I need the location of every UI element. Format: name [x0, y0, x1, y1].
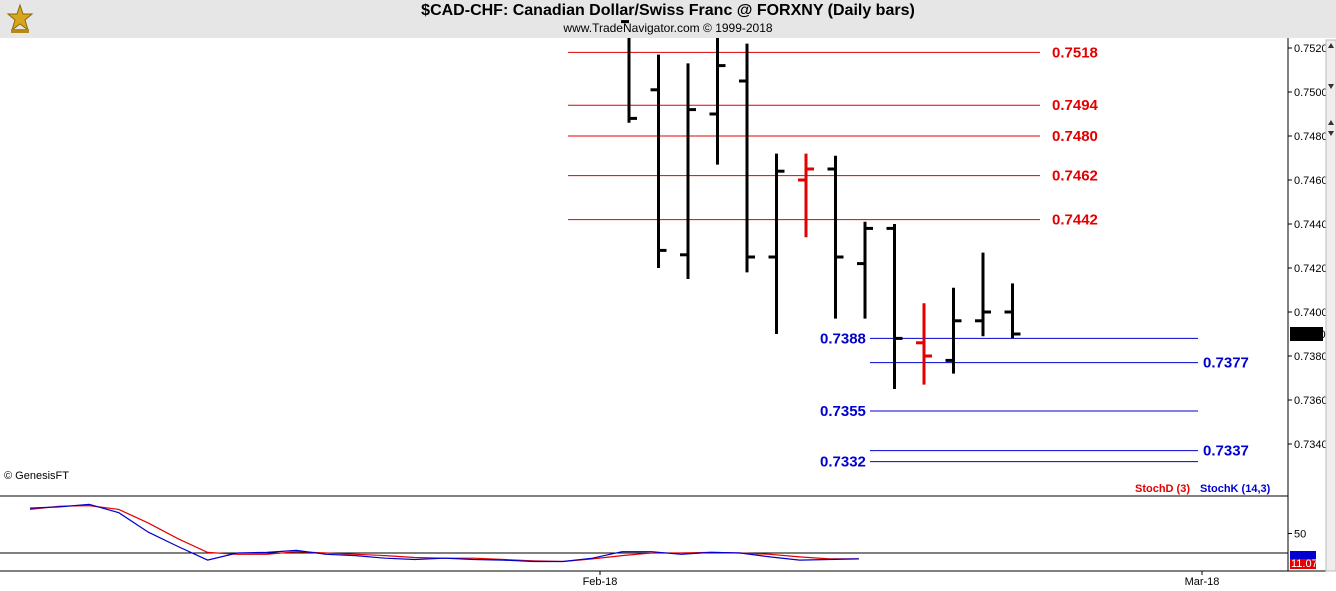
- ohlc-bar: [798, 153, 814, 238]
- resistance-label: 0.7442: [1052, 212, 1098, 229]
- resistance-label: 0.7480: [1052, 128, 1098, 145]
- stoch-tick-label: 50: [1294, 529, 1306, 541]
- price-axis-scrollbar[interactable]: [1325, 39, 1336, 572]
- price-tick-label: 0.7420: [1294, 263, 1328, 275]
- support-label: 0.7355: [820, 403, 866, 420]
- resistance-label: 0.7462: [1052, 168, 1098, 185]
- price-tick-label: 0.7360: [1294, 395, 1328, 407]
- chart-header: [0, 0, 1336, 38]
- stoch-d-value-badge: [1290, 559, 1316, 569]
- last-price-badge: [1290, 327, 1323, 341]
- scroll-up-arrow-icon: [1328, 43, 1334, 48]
- ohlc-bar: [975, 252, 991, 337]
- resistance-label: 0.7518: [1052, 44, 1098, 61]
- ohlc-bar: [886, 224, 903, 389]
- price-tick-label: 0.7340: [1294, 439, 1328, 451]
- ohlc-bar: [857, 221, 873, 319]
- support-label: 0.7337: [1203, 443, 1249, 460]
- scroll-down-arrow-icon: [1328, 131, 1334, 136]
- price-tick-label: 0.7480: [1294, 131, 1328, 143]
- ohlc-bar: [739, 43, 755, 273]
- price-tick-label: 0.7500: [1294, 87, 1328, 99]
- ohlc-bar: [680, 63, 696, 279]
- ohlc-bar: [827, 155, 844, 319]
- scroll-down-arrow-icon: [1328, 84, 1334, 89]
- support-label: 0.7377: [1203, 355, 1249, 372]
- stoch-k-line: [29, 503, 859, 563]
- ohlc-bar: [916, 303, 932, 385]
- stoch-k-value-badge: [1290, 551, 1316, 559]
- scrollbar-track: [1325, 39, 1336, 572]
- ohlc-bar: [621, 20, 637, 123]
- resistance-label: 0.7494: [1052, 97, 1099, 114]
- price-axis: 0.7520 0.7500 0.7480 0.7460 0.7440 0.7420 0.74…: [1288, 43, 1328, 451]
- copyright-label: © GenesisFT: [4, 470, 69, 482]
- ohlc-bar: [768, 153, 785, 334]
- stoch-k-legend: StochK (14,3): [1200, 483, 1271, 495]
- ohlc-bars: [621, 20, 1021, 389]
- stoch-last-value: 11.07: [1291, 558, 1318, 570]
- price-tick-label: 0.7460: [1294, 175, 1328, 187]
- price-tick-label: 0.7380: [1294, 351, 1328, 363]
- chart-title: $CAD-CHF: Canadian Dollar/Swiss Franc @ …: [421, 2, 915, 19]
- scroll-up-arrow-icon: [1328, 120, 1334, 125]
- ohlc-bar: [650, 54, 667, 268]
- ohlc-bar: [1004, 283, 1021, 339]
- date-tick-label: Mar-18: [1185, 576, 1220, 588]
- chart-subtitle: www.TradeNavigator.com © 1999-2018: [563, 21, 773, 35]
- ohlc-bar: [945, 287, 962, 374]
- price-tick-label: 0.7400: [1294, 307, 1328, 319]
- stoch-d-legend: StochD (3): [1135, 483, 1190, 495]
- date-axis: Feb-18 Mar-18: [583, 571, 1220, 588]
- support-label: 0.7388: [820, 330, 866, 347]
- stochastic-panel: 50 StochD (3) StochK (14,3) 11.07: [0, 483, 1318, 570]
- last-price-label: 0.7390: [1292, 329, 1326, 341]
- tradenavigator-logo-icon: [3, 2, 37, 36]
- date-tick-label: Feb-18: [583, 576, 618, 588]
- level-lines: 0.7518 0.7494 0.7480 0.7462 0.7442 0.7388 0.73…: [568, 44, 1249, 471]
- support-label: 0.7332: [820, 454, 866, 471]
- chart-frame: [0, 38, 1336, 572]
- ohlc-bar: [709, 38, 726, 165]
- price-tick-label: 0.7520: [1294, 43, 1328, 55]
- price-tick-label: 0.7440: [1294, 219, 1328, 231]
